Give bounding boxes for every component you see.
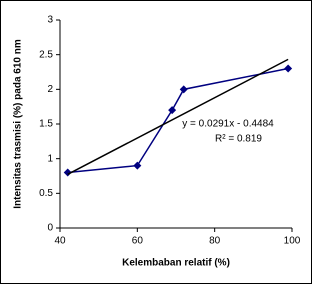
x-tick-label: 60 [132, 236, 144, 247]
y-tick-label: 1.5 [39, 119, 53, 130]
series-line [67, 58, 289, 176]
y-tick-label: 0.5 [39, 188, 53, 199]
y-tick-label: 3 [47, 15, 53, 26]
y-tick-label: 0 [47, 223, 53, 234]
x-tick-label: 80 [209, 236, 221, 247]
annotation: y = 0.0291x - 0.4484 [182, 119, 274, 130]
y-axis-label: Intensitas trasmisi (%) pada 610 nm [13, 39, 24, 209]
annotation: R² = 0.819 [215, 134, 262, 145]
x-tick-label: 40 [54, 236, 66, 247]
chart-border [0, 0, 312, 284]
y-tick-label: 2 [47, 84, 53, 95]
data-point [133, 161, 142, 170]
data-point [63, 168, 72, 177]
y-tick-label: 2.5 [39, 49, 53, 60]
y-tick-label: 1 [47, 153, 53, 164]
data-point [168, 106, 177, 115]
data-point [284, 64, 293, 73]
x-tick-label: 100 [284, 236, 301, 247]
chart: Kelembaban relatif (%) Intensitas trasmi… [0, 0, 312, 284]
x-axis-label: Kelembaban relatif (%) [122, 258, 230, 269]
data-point [179, 85, 188, 94]
